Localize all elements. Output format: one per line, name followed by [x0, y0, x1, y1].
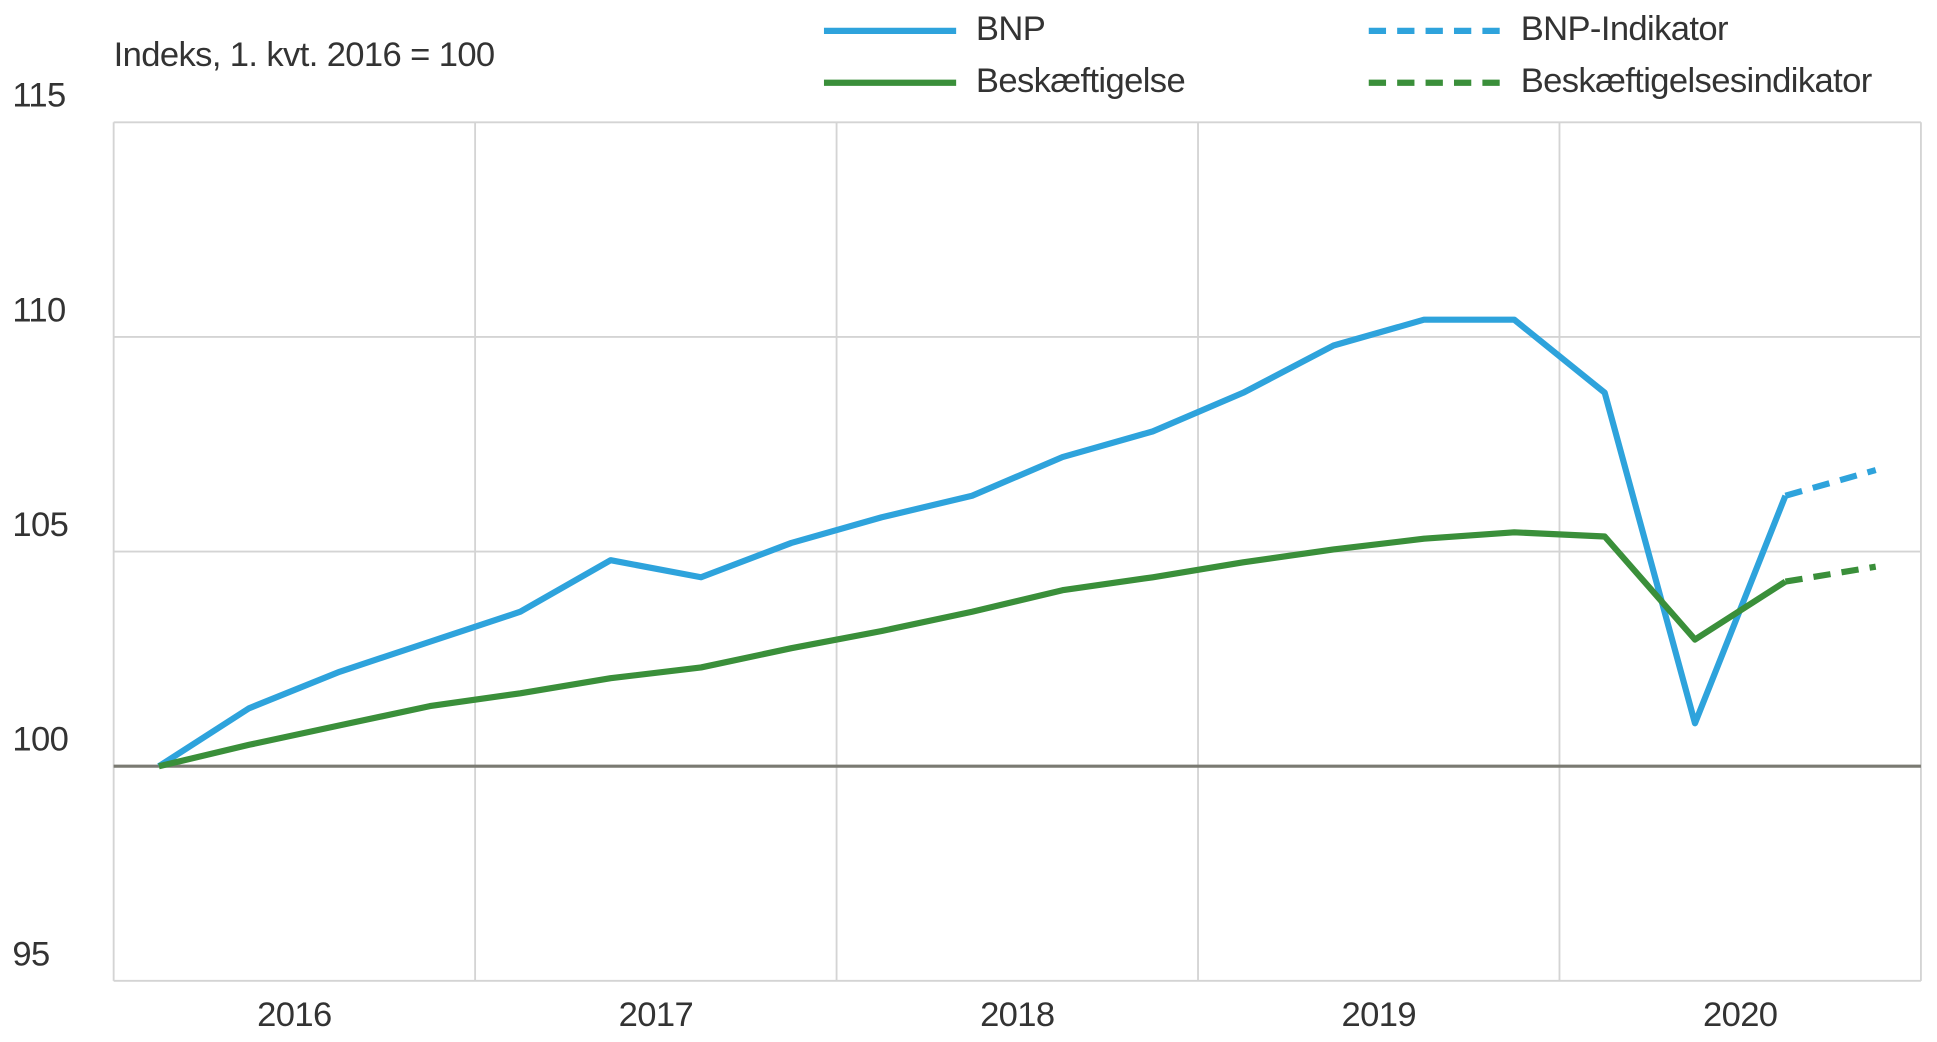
legend-label: Beskæftigelsesindikator [1521, 62, 1872, 100]
series-line [1784, 467, 1877, 499]
y-tick-label: 105 [12, 506, 68, 544]
series-line [158, 529, 1788, 770]
y-tick-label: 100 [12, 721, 68, 759]
y-tick-label: 95 [12, 935, 49, 973]
legend-label: BNP-Indikator [1521, 10, 1728, 48]
y-tick-label: 115 [12, 77, 65, 115]
x-tick-label: 2018 [980, 996, 1054, 1034]
x-tick-label: 2020 [1703, 996, 1777, 1034]
x-tick-label: 2017 [619, 996, 693, 1034]
legend-label: Beskæftigelse [976, 62, 1185, 100]
x-tick-label: 2019 [1342, 996, 1416, 1034]
series-line [1784, 563, 1877, 585]
x-tick-label: 2016 [257, 996, 331, 1034]
legend-label: BNP [976, 10, 1045, 48]
series-line [157, 316, 1789, 769]
chart-subtitle: Indeks, 1. kvt. 2016 = 100 [114, 36, 495, 74]
y-tick-label: 110 [12, 291, 65, 329]
